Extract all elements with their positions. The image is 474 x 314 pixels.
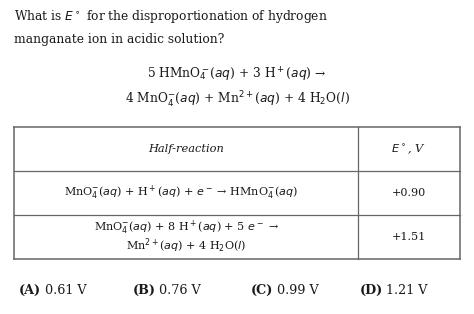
Text: +1.51: +1.51 [392, 232, 426, 242]
Text: 0.76 V: 0.76 V [159, 284, 201, 297]
Text: manganate ion in acidic solution?: manganate ion in acidic solution? [14, 33, 225, 46]
Bar [14, 127, 460, 259]
Text: (D): (D) [360, 284, 383, 297]
Text: Mn$^{2+}$($aq$) + 4 H$_2$O($l$): Mn$^{2+}$($aq$) + 4 H$_2$O($l$) [126, 236, 246, 255]
Text: 1.21 V: 1.21 V [386, 284, 428, 297]
Text: (B): (B) [133, 284, 156, 297]
Text: 5 HMnO$_4\!\!^{-}$($aq$) + 3 H$^+$($aq$) →: 5 HMnO$_4\!\!^{-}$($aq$) + 3 H$^+$($aq$)… [147, 66, 327, 84]
Text: What is $E^\circ$ for the disproportionation of hydrogen: What is $E^\circ$ for the disproportiona… [14, 8, 328, 25]
Text: MnO$_4^{-}$($aq$) + H$^+$($aq$) + $e^-$ → HMnO$_4^{-}$($aq$): MnO$_4^{-}$($aq$) + H$^+$($aq$) + $e^-$ … [64, 184, 298, 202]
Text: Half-reaction: Half-reaction [148, 144, 224, 154]
Text: (C): (C) [251, 284, 273, 297]
Text: (A): (A) [19, 284, 41, 297]
Text: $E^\circ$, V: $E^\circ$, V [392, 142, 426, 156]
Text: MnO$_4^{-}$($aq$) + 8 H$^+$($aq$) + 5 $e^-$ →: MnO$_4^{-}$($aq$) + 8 H$^+$($aq$) + 5 $e… [93, 219, 279, 237]
Text: 0.99 V: 0.99 V [277, 284, 319, 297]
Text: 0.61 V: 0.61 V [45, 284, 87, 297]
Text: 4 MnO$_4^{-}$($aq$) + Mn$^{2+}$($aq$) + 4 H$_2$O($l$): 4 MnO$_4^{-}$($aq$) + Mn$^{2+}$($aq$) + … [125, 89, 349, 110]
Text: +0.90: +0.90 [392, 188, 426, 198]
